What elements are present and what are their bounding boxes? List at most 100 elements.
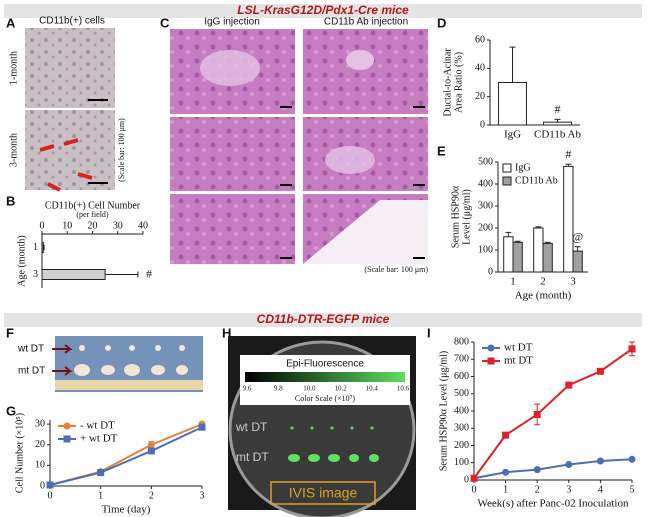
arrow bbox=[39, 138, 93, 192]
micrograph bbox=[25, 110, 115, 190]
y-tick-label: 0 bbox=[488, 266, 493, 277]
x-axis-label: Age (month) bbox=[515, 290, 572, 302]
legend-marker bbox=[63, 422, 71, 430]
x-tick-label: 3 bbox=[570, 276, 576, 288]
y-tick-label: 100 bbox=[454, 457, 469, 468]
x-tick-label: 10 bbox=[62, 220, 72, 231]
marker bbox=[147, 441, 155, 449]
panel-letter: B bbox=[6, 193, 15, 208]
header-bar bbox=[4, 4, 642, 18]
annotation: # bbox=[565, 147, 571, 161]
error-bar bbox=[509, 46, 516, 83]
y-tick-label: 100 bbox=[478, 244, 493, 255]
x-tick-label: 40 bbox=[138, 220, 148, 231]
micrograph bbox=[25, 28, 115, 108]
panel-letter: D bbox=[437, 15, 446, 30]
y-tick-label: 20 bbox=[35, 439, 45, 450]
legend-label: - wt DT bbox=[80, 420, 115, 432]
bar bbox=[503, 236, 514, 273]
marker bbox=[628, 455, 636, 463]
y-axis-label: Serum HSP90α Level (μg/ml) bbox=[438, 351, 449, 471]
y-tick-label: 1 bbox=[33, 242, 38, 253]
y-tick-label: 10 bbox=[35, 460, 45, 471]
x-tick-label: 2 bbox=[149, 490, 154, 501]
scale-tick-label: 9.6 bbox=[243, 385, 252, 393]
legend-marker bbox=[487, 357, 495, 365]
caption-box bbox=[270, 481, 376, 505]
x-tick-label: 0 bbox=[48, 490, 53, 501]
x-axis-label: Week(s) after Panc-02 Inoculation bbox=[478, 498, 629, 510]
scale-tick-label: 10.2 bbox=[334, 385, 347, 393]
annotation: # bbox=[146, 266, 152, 280]
y-tick-label: 3 bbox=[33, 269, 38, 280]
x-tick-label: 0 bbox=[40, 220, 45, 231]
y-tick-label: 500 bbox=[478, 156, 493, 167]
marker bbox=[565, 460, 573, 468]
y-tick-label: 60 bbox=[475, 34, 485, 45]
panel-letter: H bbox=[222, 325, 231, 340]
y-axis-label: Serum HSP90α bbox=[450, 185, 461, 248]
y-tick-label: 0 bbox=[40, 480, 45, 491]
marker bbox=[470, 474, 478, 482]
column-label: IgG injection bbox=[204, 17, 260, 28]
signals bbox=[288, 426, 379, 462]
legend-swatch bbox=[502, 176, 512, 186]
error-bar bbox=[565, 163, 572, 167]
marker bbox=[502, 468, 510, 476]
panel-letter: C bbox=[160, 15, 170, 30]
scale-tick-label: 9.8 bbox=[274, 385, 283, 393]
marker bbox=[147, 447, 155, 455]
legend-label: mt DT bbox=[504, 355, 533, 367]
row-label: wt DT bbox=[17, 344, 44, 355]
column-label: CD11b Ab injection bbox=[324, 17, 408, 28]
ruler bbox=[55, 380, 203, 390]
bar bbox=[563, 165, 574, 273]
x-tick-label: 2 bbox=[540, 276, 546, 288]
x-tick-label: 5 bbox=[630, 484, 635, 495]
bar bbox=[543, 121, 572, 126]
y-tick-label: 500 bbox=[454, 388, 469, 399]
y-axis-label: Ductal-to-Acinar bbox=[442, 48, 453, 117]
legend-label: wt DT bbox=[504, 342, 533, 354]
scale-tick-label: 10.0 bbox=[303, 385, 316, 393]
scale-title: Epi-Fluorescence bbox=[286, 359, 364, 370]
y-axis-label: Level (μg/ml) bbox=[461, 189, 472, 245]
marker bbox=[565, 381, 573, 389]
y-tick-label: 300 bbox=[478, 200, 493, 211]
marker bbox=[46, 481, 54, 489]
y-tick-label: 0 bbox=[480, 119, 485, 130]
marker bbox=[198, 423, 206, 431]
panel-letter: G bbox=[6, 403, 16, 418]
micrographs bbox=[170, 29, 428, 264]
y-tick-label: 30 bbox=[35, 418, 45, 429]
panel-letter: A bbox=[6, 15, 16, 30]
scale-note: (Scale bar: 100 μm) bbox=[364, 265, 428, 274]
chart-subtitle: (per field) bbox=[76, 210, 109, 219]
error-bar bbox=[514, 240, 521, 243]
y-tick-label: 400 bbox=[478, 178, 493, 189]
panel-letter: E bbox=[437, 143, 446, 158]
x-axis-label: Time (day) bbox=[102, 504, 151, 516]
marker bbox=[596, 457, 604, 465]
x-tick-label: 4 bbox=[598, 484, 603, 495]
legend-marker bbox=[63, 435, 71, 443]
bar bbox=[533, 227, 544, 273]
y-axis-label: Area Ratio (%) bbox=[453, 52, 464, 113]
y-tick-label: 20 bbox=[475, 91, 485, 102]
y-tick-label: 700 bbox=[454, 354, 469, 365]
panel-letter: I bbox=[427, 325, 431, 340]
y-tick-label: 600 bbox=[454, 371, 469, 382]
x-tick-label: 30 bbox=[113, 220, 123, 231]
scale-label: Color Scale (×10⁷) bbox=[295, 394, 356, 403]
panel-title: CD11b(+) cells bbox=[39, 16, 105, 27]
caption: IVIS image bbox=[289, 485, 358, 501]
legend-marker bbox=[487, 344, 495, 352]
x-tick-label: 1 bbox=[98, 490, 103, 501]
marker bbox=[97, 469, 105, 477]
x-tick-label: 2 bbox=[535, 484, 540, 495]
error-bar bbox=[554, 118, 561, 123]
chart-title: CD11b(+) Cell Number bbox=[45, 200, 141, 211]
error-bar bbox=[43, 244, 45, 251]
tumors bbox=[74, 345, 188, 376]
error-bar bbox=[105, 271, 139, 278]
